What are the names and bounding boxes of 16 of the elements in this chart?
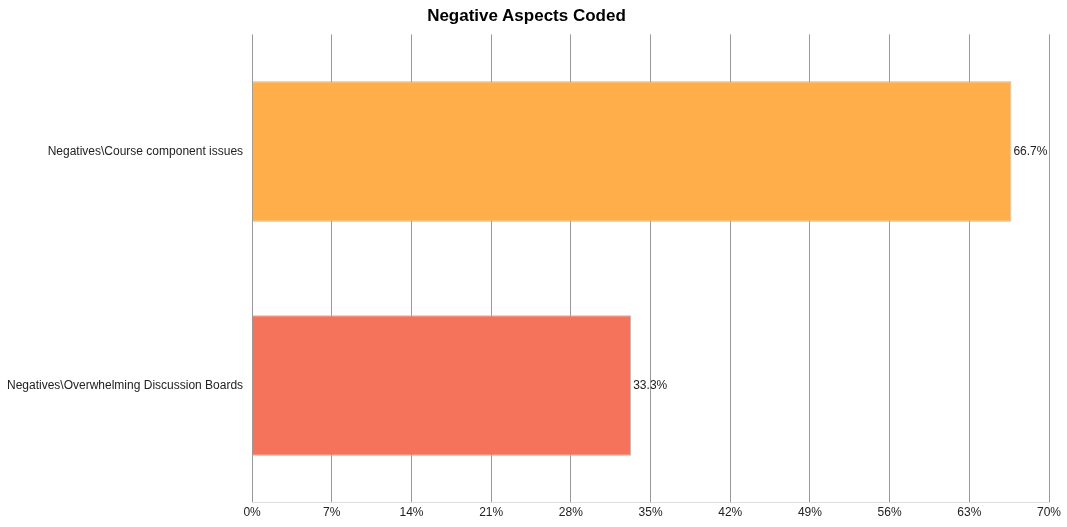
y-tick-label: Negatives\Course component issues xyxy=(47,143,244,158)
x-tick-label: 21% xyxy=(479,505,504,520)
x-tick-label: 49% xyxy=(797,505,823,520)
x-tick-label: 0% xyxy=(243,505,262,520)
x-tick-label: 7% xyxy=(323,505,341,520)
x-tick-label: 63% xyxy=(957,505,982,520)
x-tick-label: 14% xyxy=(399,505,424,520)
x-tick-label: 35% xyxy=(638,505,663,520)
chart-title: Negative Aspects Coded xyxy=(427,5,626,25)
x-tick-label: 28% xyxy=(558,505,584,520)
data-label: 66.7% xyxy=(1013,143,1048,158)
x-tick-label: 56% xyxy=(877,505,902,520)
y-tick-label: Negatives\Overwhelming Discussion Boards xyxy=(6,377,244,392)
x-tick-label: 70% xyxy=(1036,505,1062,520)
x-tick-label: 42% xyxy=(718,505,743,520)
data-label: 33.3% xyxy=(633,377,668,392)
